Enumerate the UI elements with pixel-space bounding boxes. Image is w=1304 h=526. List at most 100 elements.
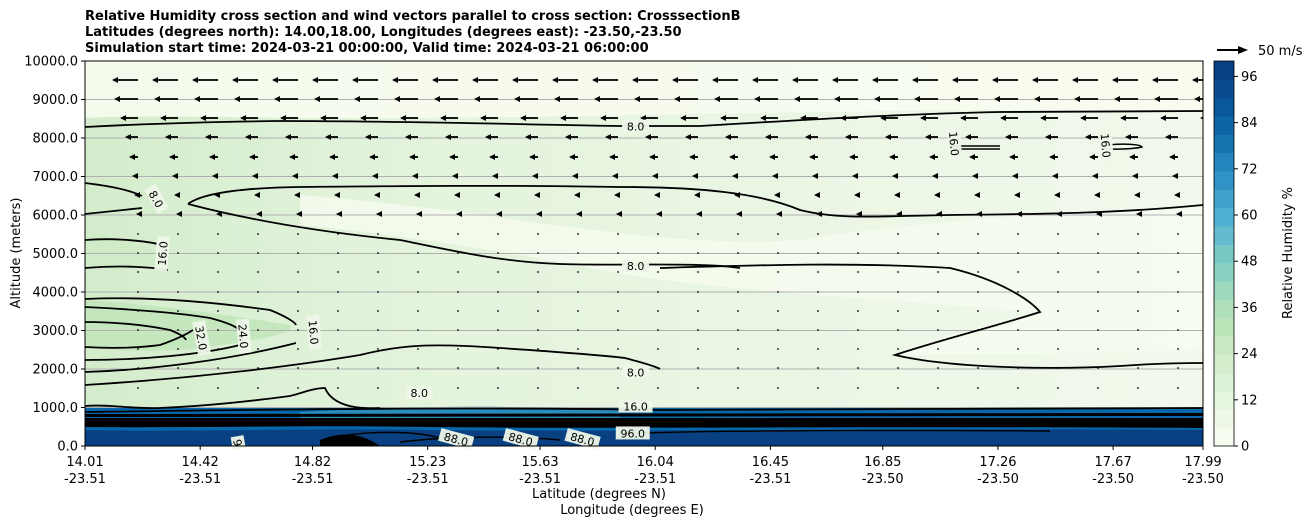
contour-label: 8.0 bbox=[622, 119, 650, 134]
wind-vector-head bbox=[1089, 154, 1095, 160]
wind-vector-dot bbox=[1017, 233, 1019, 235]
wind-vector-dot bbox=[577, 291, 579, 293]
wind-vector-head bbox=[274, 96, 280, 102]
wind-vector-dot bbox=[257, 367, 259, 369]
wind-vector-head bbox=[234, 96, 240, 102]
wind-vector-head bbox=[974, 192, 980, 198]
wind-vector-dot bbox=[737, 348, 739, 350]
wind-vector-head bbox=[489, 154, 495, 160]
wind-vector-dot bbox=[817, 271, 819, 273]
wind-vector-dot bbox=[937, 348, 939, 350]
wind-vector-dot bbox=[337, 291, 339, 293]
wind-vector-head bbox=[332, 173, 338, 179]
wind-vector-dot bbox=[617, 233, 619, 235]
wind-vector-dot bbox=[417, 252, 419, 254]
chart-title: Relative Humidity cross section and wind… bbox=[85, 9, 741, 57]
wind-vector-dot bbox=[1177, 271, 1179, 273]
wind-vector-dot bbox=[577, 310, 579, 312]
wind-vector-head bbox=[474, 96, 480, 102]
wind-vector-head bbox=[725, 134, 731, 140]
colorbar-segment bbox=[1214, 61, 1234, 80]
wind-vector-head bbox=[649, 154, 655, 160]
wind-vector-head bbox=[400, 115, 406, 121]
wind-vector-dot bbox=[857, 252, 859, 254]
wind-vector-head bbox=[692, 173, 698, 179]
wind-vector-head bbox=[892, 173, 898, 179]
wind-vector-head bbox=[292, 173, 298, 179]
wind-vector-dot bbox=[137, 271, 139, 273]
wind-vector-dot bbox=[1137, 271, 1139, 273]
wind-vector-dot bbox=[177, 387, 179, 389]
wind-vector-head bbox=[572, 173, 578, 179]
wind-vector-head bbox=[394, 96, 400, 102]
wind-vector-dot bbox=[697, 329, 699, 331]
contour-label: 88.0 bbox=[438, 428, 475, 450]
wind-vector-dot bbox=[617, 271, 619, 273]
wind-vector-dot bbox=[697, 291, 699, 293]
wind-vector-head bbox=[1074, 96, 1080, 102]
wind-vector-head bbox=[296, 211, 302, 217]
contour-label-halo bbox=[502, 428, 539, 450]
wind-vector-dot bbox=[457, 310, 459, 312]
wind-vector-dot bbox=[857, 310, 859, 312]
wind-vector-dot bbox=[817, 367, 819, 369]
colorbar-segment bbox=[1214, 299, 1234, 319]
wind-vector-head bbox=[576, 211, 582, 217]
wind-vector-dot bbox=[1137, 310, 1139, 312]
wind-vector-head bbox=[532, 173, 538, 179]
wind-vector-head bbox=[1134, 192, 1140, 198]
x-tick-label-latitude: 17.99 bbox=[1184, 455, 1221, 470]
contour-label-text: 16.0 bbox=[156, 241, 171, 267]
x-tick-label-longitude: -23.51 bbox=[292, 472, 334, 487]
wind-vector-dot bbox=[577, 387, 579, 389]
wind-vector-head bbox=[732, 173, 738, 179]
wind-vector-head bbox=[912, 77, 918, 83]
wind-vector-dot bbox=[297, 367, 299, 369]
wind-vector-dot bbox=[857, 233, 859, 235]
wind-vector-head bbox=[325, 134, 331, 140]
wind-vector-dot bbox=[417, 233, 419, 235]
wind-vector-head bbox=[760, 115, 766, 121]
wind-vector-head bbox=[252, 173, 258, 179]
wind-vector-dot bbox=[1057, 291, 1059, 293]
wind-vector-head bbox=[1176, 211, 1182, 217]
contour-label-halo bbox=[622, 365, 650, 379]
wind-vector-head bbox=[254, 192, 260, 198]
wind-vector-dot bbox=[1097, 233, 1099, 235]
wind-vector-head bbox=[852, 173, 858, 179]
wind-vector-dot bbox=[697, 252, 699, 254]
wind-vector-head bbox=[1054, 192, 1060, 198]
wind-vector-head bbox=[132, 173, 138, 179]
wind-vector-head bbox=[652, 173, 658, 179]
wind-vector-dot bbox=[737, 310, 739, 312]
colorbar-segment bbox=[1214, 134, 1234, 154]
contour-line bbox=[339, 429, 1051, 443]
wind-vector-head bbox=[409, 154, 415, 160]
wind-vector-dot bbox=[377, 310, 379, 312]
wind-vector-dot bbox=[497, 271, 499, 273]
colorbar-segment bbox=[1214, 262, 1234, 282]
wind-vector-head bbox=[696, 211, 702, 217]
wind-vector-head bbox=[285, 134, 291, 140]
wind-vector-dot bbox=[1177, 233, 1179, 235]
contour-label: 8.0 bbox=[622, 258, 650, 273]
wind-vector-dot bbox=[657, 367, 659, 369]
wind-vector-dot bbox=[777, 329, 779, 331]
wind-vector-head bbox=[192, 77, 198, 83]
x-tick-label-longitude: -23.51 bbox=[634, 472, 676, 487]
colorbar-tick-label: 36 bbox=[1241, 301, 1258, 316]
wind-vector-dot bbox=[657, 291, 659, 293]
wind-vector-dot bbox=[1137, 233, 1139, 235]
wind-vector-dot bbox=[257, 252, 259, 254]
wind-vector-dot bbox=[217, 310, 219, 312]
wind-vector-dot bbox=[697, 367, 699, 369]
wind-vector-head bbox=[1160, 115, 1166, 121]
wind-vector-dot bbox=[1177, 367, 1179, 369]
wind-vector-head bbox=[1129, 154, 1135, 160]
wind-vector-dot bbox=[697, 310, 699, 312]
wind-vector-dot bbox=[137, 233, 139, 235]
y-tick-label: 1000.0 bbox=[33, 401, 79, 416]
contour-label: 24.0 bbox=[235, 318, 252, 354]
wind-vector-head bbox=[1056, 211, 1062, 217]
wind-vector-dot bbox=[297, 387, 299, 389]
